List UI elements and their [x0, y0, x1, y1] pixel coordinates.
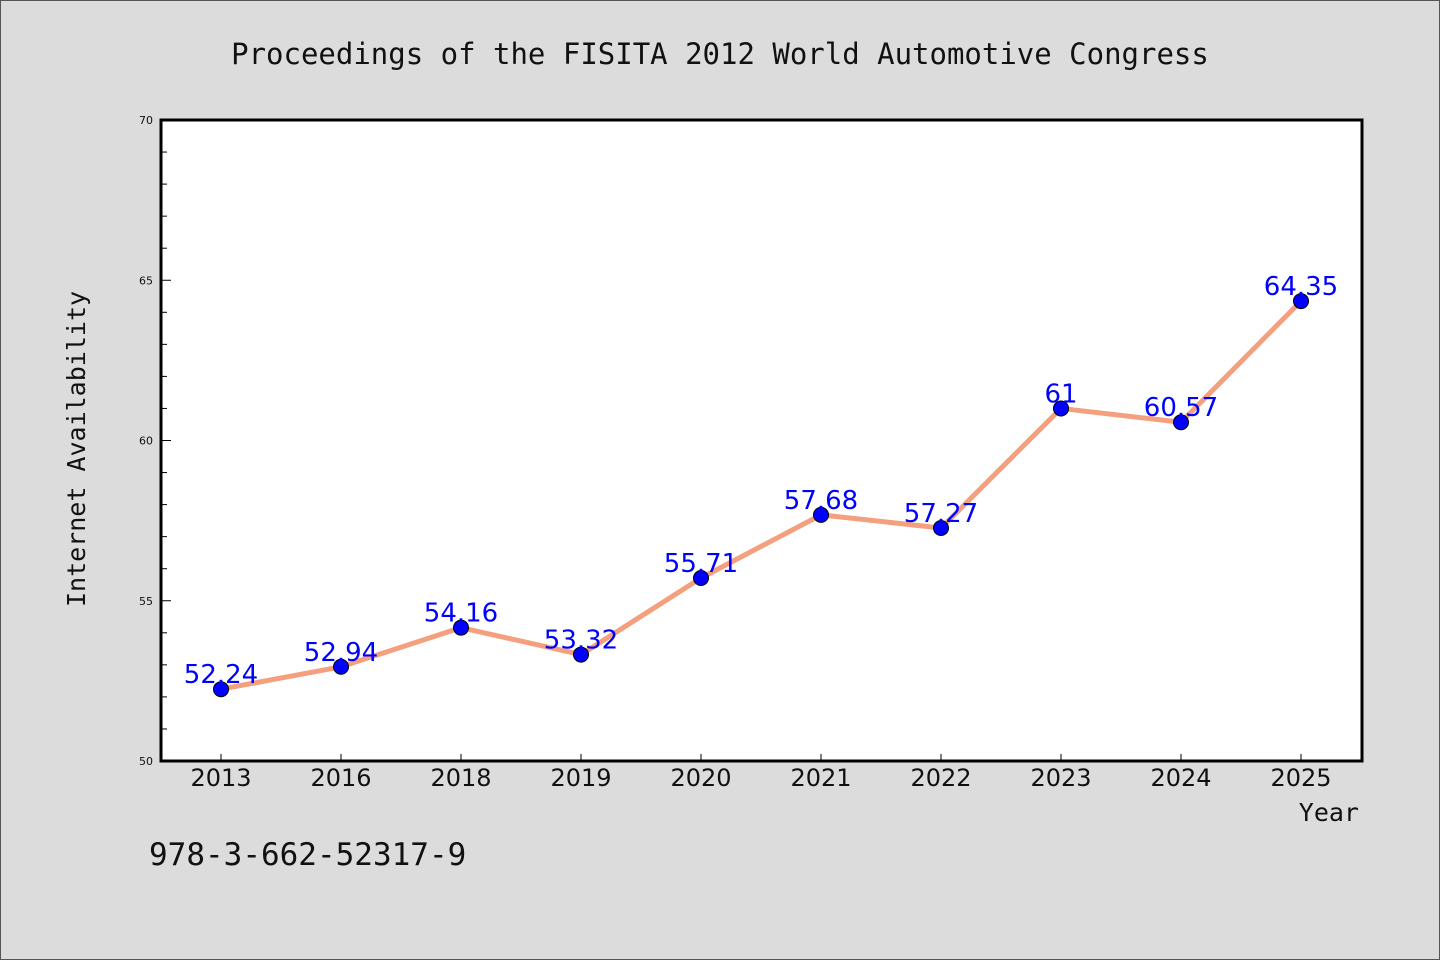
data-point: [693, 569, 709, 586]
series-markers: [213, 293, 1309, 698]
data-label: 52.94: [304, 638, 378, 668]
x-tick-label: 2018: [430, 764, 491, 792]
data-point: [933, 519, 949, 536]
data-label: 64.35: [1264, 272, 1338, 302]
x-tick-label: 2024: [1150, 764, 1211, 792]
data-label: 57.68: [784, 486, 858, 516]
data-label: 52.24: [184, 660, 258, 690]
data-labels: 52.24 52.94 54.16 53.32 55.71 57.68 57.27 61 60.…: [184, 272, 1338, 690]
x-tick-label: 2019: [550, 764, 611, 792]
data-label: 53.32: [544, 626, 618, 656]
y-tick-label: 55: [139, 595, 153, 608]
x-tick-label: 2023: [1030, 764, 1091, 792]
data-point: [1173, 414, 1189, 431]
chart-title: Proceedings of the FISITA 2012 World Aut…: [231, 37, 1209, 71]
x-tick-label: 2020: [670, 764, 731, 792]
y-tick-label: 70: [139, 114, 153, 127]
x-tick-label: 2013: [190, 764, 251, 792]
data-label: 57.27: [904, 499, 978, 529]
data-point: [813, 506, 829, 523]
data-point: [1293, 293, 1309, 310]
data-point: [1053, 400, 1069, 417]
data-point: [333, 658, 349, 675]
isbn-text: 978-3-662-52317-9: [149, 837, 466, 873]
y-tick-label: 50: [139, 755, 153, 768]
y-tick-label: 60: [139, 435, 153, 448]
data-point: [573, 646, 589, 663]
x-axis-label: Year: [1299, 798, 1359, 827]
y-tick-label: 65: [139, 274, 153, 287]
plot-area: [159, 118, 1364, 763]
y-axis-label: Internet Availability: [62, 291, 91, 607]
x-tick-label: 2025: [1270, 764, 1331, 792]
data-label: 54.16: [424, 599, 498, 629]
x-tick-label: 2021: [790, 764, 851, 792]
data-label: 60.57: [1144, 393, 1218, 423]
x-axis: 2013 2016 2018 2019 2020 2021 2022 2023 2024 2025: [190, 754, 1332, 792]
y-axis: 50 55 60 65 70: [139, 114, 171, 768]
data-point: [453, 619, 469, 636]
series-line: [220, 299, 1303, 692]
data-label: 55.71: [664, 549, 738, 579]
data-point: [213, 681, 229, 698]
x-tick-label: 2016: [310, 764, 371, 792]
data-label: 61: [1044, 379, 1077, 409]
x-tick-label: 2022: [910, 764, 971, 792]
